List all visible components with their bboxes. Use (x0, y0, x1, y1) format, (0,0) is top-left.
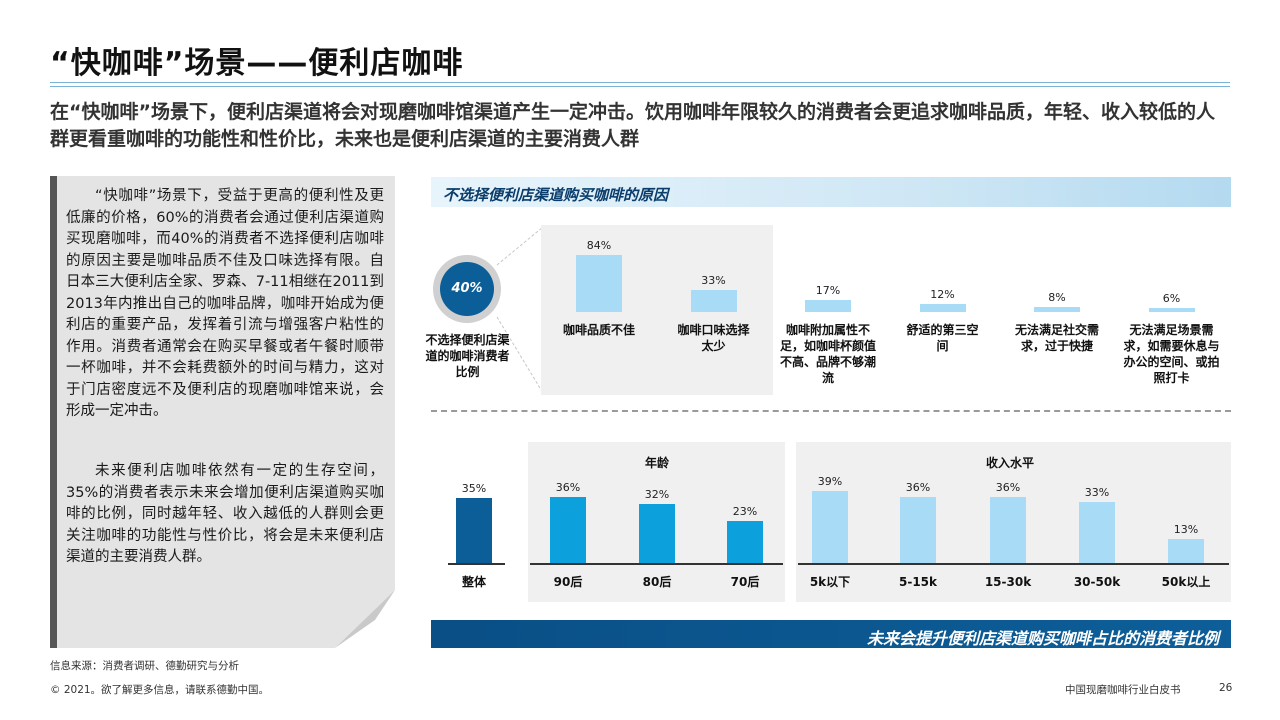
page-title: “快咖啡”场景——便利店咖啡 (50, 46, 464, 81)
reason-value-label-4: 12% (930, 287, 955, 301)
future-value-label-2-2: 36% (995, 480, 1021, 494)
reason-bar-1 (576, 255, 622, 312)
reason-category-label-4: 舒适的第三空间 (906, 323, 979, 353)
group-title-2: 收入水平 (985, 456, 1034, 470)
future-bar-1-1 (639, 503, 675, 563)
future-bar-1-0 (550, 496, 586, 563)
future-bar-2-3 (1079, 502, 1115, 563)
future-bar-1-2 (727, 520, 763, 563)
future-category-label-2-1: 5-15k (898, 575, 937, 589)
future-value-label-2-1: 36% (905, 480, 931, 494)
reasons-chart-title: 不选择便利店渠道购买咖啡的原因 (443, 186, 669, 204)
reason-category-label-3: 咖啡附加属性不足，如咖啡杯颜值不高、品牌不够潮流 (779, 323, 876, 385)
axis-baseline-0 (448, 563, 505, 565)
page-number: 26 (1219, 682, 1233, 694)
future-bar-2-2 (990, 496, 1026, 563)
document-name: 中国现磨咖啡行业白皮书 (1065, 684, 1181, 696)
reason-category-label-5: 无法满足社交需求，过于快捷 (1014, 323, 1099, 353)
title-divider-secondary (50, 86, 1230, 87)
future-value-label-2-0: 39% (817, 475, 843, 488)
title-divider (50, 82, 1230, 83)
reason-bar-4 (919, 303, 966, 312)
group-title-1: 年龄 (644, 456, 669, 470)
future-category-label-2-2: 15-30k (984, 575, 1032, 589)
commentary-paragraph-2: 未来便利店咖啡依然有一定的生存空间，35%的消费者表示未来会增加便利店渠道购买咖… (66, 463, 384, 565)
reason-category-label-2: 咖啡口味选择太少 (677, 323, 750, 353)
reason-value-label-2: 33% (701, 273, 726, 287)
callout-label: 不选择便利店渠道的咖啡消费者比例 (425, 333, 510, 379)
reason-category-label-1: 咖啡品质不佳 (562, 323, 635, 337)
page-curl-decoration (335, 590, 395, 648)
reason-value-label-3: 17% (815, 284, 841, 298)
axis-baseline-1 (530, 563, 783, 565)
future-bar-0-0 (456, 498, 492, 563)
callout-value: 40% (440, 262, 494, 316)
reason-bar-2 (690, 289, 737, 312)
future-value-label-2-3: 33% (1084, 486, 1110, 500)
future-value-label-1-0: 36% (555, 480, 581, 494)
callout-circle: 40% (433, 255, 501, 323)
future-category-label-1-0: 90后 (553, 575, 583, 589)
reason-bar-3 (805, 300, 851, 312)
future-bar-2-4 (1168, 539, 1204, 563)
source-note: 信息来源：消费者调研、德勤研究与分析 (50, 660, 239, 672)
page-subtitle: 在“快咖啡”场景下，便利店渠道将会对现磨咖啡馆渠道产生一定冲击。饮用咖啡年限较久… (50, 101, 1215, 150)
future-bar-2-1 (900, 496, 936, 563)
future-chart-title: 未来会提升便利店渠道购买咖啡占比的消费者比例 (866, 629, 1219, 648)
future-category-label-0-0: 整体 (461, 575, 486, 589)
future-category-label-1-2: 70后 (730, 575, 760, 589)
section-divider (431, 410, 1231, 412)
reason-bar-6 (1148, 307, 1195, 312)
axis-baseline-2 (798, 563, 1229, 565)
future-category-label-1-1: 80后 (642, 575, 672, 589)
commentary-panel (50, 176, 395, 648)
reason-value-label-5: 8% (1048, 290, 1066, 304)
future-value-label-1-2: 23% (732, 504, 758, 518)
future-bar-2-0 (812, 491, 848, 563)
reason-category-label-6: 无法满足场景需求，如需要休息与办公的空间、或拍照打卡 (1123, 323, 1220, 385)
reason-value-label-6: 6% (1162, 291, 1181, 305)
commentary-paragraph-1: “快咖啡”场景下，受益于更高的便利性及更低廉的价格，60%的消费者会通过便利店渠… (66, 188, 384, 419)
future-value-label-1-1: 32% (644, 487, 670, 501)
future-category-label-2-3: 30-50k (1073, 575, 1121, 589)
future-value-label-0-0: 35% (461, 482, 487, 496)
copyright-note: © 2021。欲了解更多信息，请联系德勤中国。 (50, 684, 270, 696)
reason-bar-5 (1034, 306, 1080, 312)
future-value-label-2-4: 13% (1173, 523, 1199, 536)
future-chart-header: 未来会提升便利店渠道购买咖啡占比的消费者比例 (431, 620, 1231, 648)
future-category-label-2-4: 50k以上 (1161, 575, 1211, 589)
future-category-label-2-0: 5k以下 (809, 575, 851, 589)
reason-value-label-1: 84% (586, 239, 612, 252)
reasons-chart-header: 不选择便利店渠道购买咖啡的原因 (431, 177, 1231, 207)
